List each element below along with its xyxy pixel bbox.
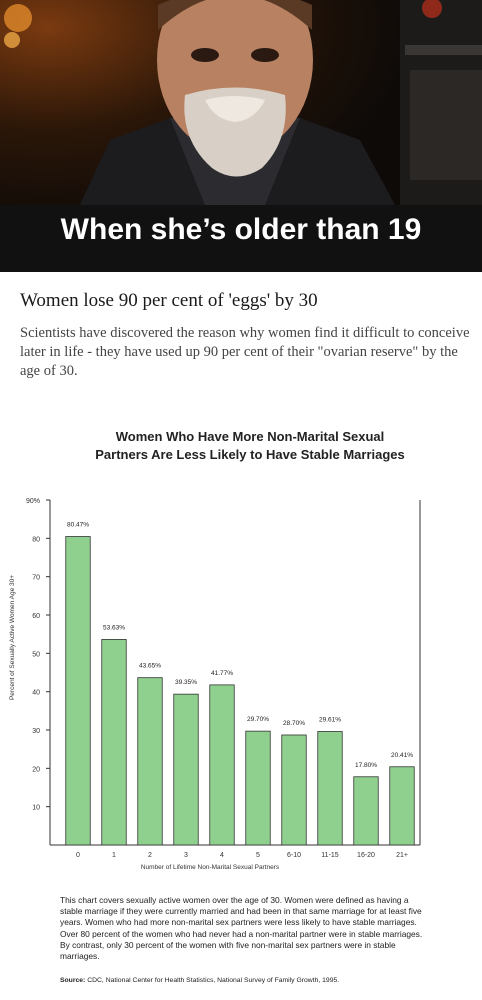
source-label: Source:	[60, 977, 86, 984]
bar-value-label: 20.41%	[391, 752, 413, 759]
article-headline: Women lose 90 per cent of 'eggs' by 30	[20, 290, 318, 311]
bar	[209, 684, 235, 846]
bar	[245, 730, 271, 846]
meme-caption: When she’s older than 19	[60, 213, 422, 246]
source-text: CDC, National Center for Health Statisti…	[87, 977, 340, 984]
y-tick-label: 40	[32, 690, 40, 697]
chart-title-line1: Women Who Have More Non-Marital Sexual	[115, 429, 385, 444]
bar	[317, 731, 343, 846]
x-axis-label: Number of Lifetime Non-Marital Sexual Pa…	[141, 864, 280, 871]
x-tick-label: 5	[256, 852, 260, 859]
y-tick-label: 60	[32, 613, 40, 620]
bar-value-label: 41.77%	[211, 670, 233, 677]
x-tick-label: 21+	[396, 852, 408, 859]
x-tick-label: 4	[220, 852, 224, 859]
bar-value-label: 80.47%	[67, 522, 89, 529]
y-tick-label: 10	[32, 805, 40, 812]
bar-value-label: 29.70%	[247, 716, 269, 723]
y-tick-label: 50	[32, 651, 40, 658]
x-tick-label: 0	[76, 852, 80, 859]
bar-value-label: 53.63%	[103, 624, 125, 631]
y-tick-label: 30	[32, 728, 40, 735]
bar	[65, 536, 91, 846]
x-tick-label: 3	[184, 852, 188, 859]
y-tick-label: 70	[32, 575, 40, 582]
x-tick-label: 1	[112, 852, 116, 859]
bar-value-label: 29.61%	[319, 716, 341, 723]
bar	[101, 639, 127, 846]
bar-value-label: 17.80%	[355, 762, 377, 769]
y-tick-label: 90%	[26, 498, 40, 505]
bar	[137, 677, 163, 846]
x-tick-label: 6-10	[287, 852, 301, 859]
chart-title: Women Who Have More Non-Marital Sexual P…	[60, 428, 440, 464]
bar	[281, 734, 307, 846]
bar	[353, 776, 379, 846]
bar-value-label: 28.70%	[283, 720, 305, 727]
caption-bar	[0, 205, 482, 272]
chart-footnote: This chart covers sexually active women …	[60, 895, 423, 962]
x-tick-label: 11-15	[321, 852, 338, 859]
meme-photo	[0, 0, 482, 272]
x-tick-label: 2	[148, 852, 152, 859]
article-lead: Scientists have discovered the reason wh…	[20, 325, 470, 379]
x-tick-label: 16-20	[357, 852, 375, 859]
puppet-image	[4, 0, 482, 205]
y-tick-label: 20	[32, 766, 40, 773]
chart-title-line2: Partners Are Less Likely to Have Stable …	[95, 447, 405, 462]
bar	[173, 693, 199, 846]
bar-value-label: 39.35%	[175, 679, 197, 686]
y-tick-label: 80	[32, 536, 40, 543]
bar	[389, 766, 415, 846]
article: Women lose 90 per cent of 'eggs' by 30 S…	[20, 290, 470, 381]
bar-value-label: 43.65%	[139, 663, 161, 670]
chart-source: Source: CDC, National Center for Health …	[60, 977, 339, 984]
y-axis-label: Percent of Sexually Active Women Age 30+	[9, 575, 16, 700]
